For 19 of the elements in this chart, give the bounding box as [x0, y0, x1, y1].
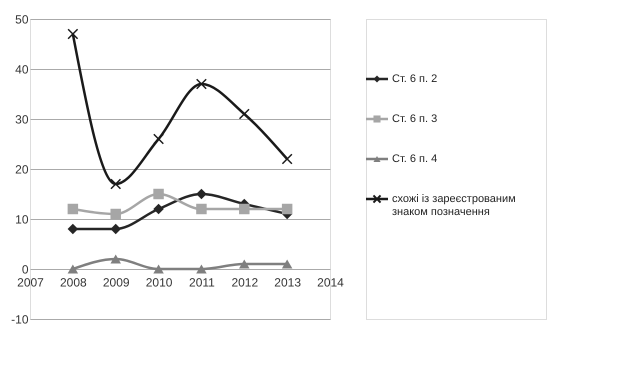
y-tick-label: 10: [15, 212, 29, 226]
x-tick-label: 2013: [274, 276, 302, 290]
x-tick-label: 2011: [189, 276, 216, 290]
legend-label: Ст. 6 п. 4: [392, 153, 438, 165]
y-tick-label: 20: [15, 162, 29, 176]
y-tick-label: 40: [15, 62, 29, 76]
y-tick-label: 30: [15, 112, 29, 126]
legend-label: Ст. 6 п. 2: [392, 73, 438, 85]
x-tick-label: 2014: [317, 276, 344, 290]
legend-label: Ст. 6 п. 3: [392, 113, 438, 125]
x-tick-label: 2008: [60, 276, 88, 290]
x-tick-label: 2007: [17, 276, 44, 290]
x-tick-label: 2010: [146, 276, 173, 290]
x-tick-label: 2012: [231, 276, 258, 290]
x-tick-label: 2009: [102, 276, 130, 290]
y-tick-label: 0: [22, 262, 29, 276]
y-tick-label: -10: [11, 312, 29, 326]
legend-label: схожі із зареєстрованим знаком позначення: [392, 193, 516, 218]
y-tick-label: 50: [15, 12, 29, 26]
